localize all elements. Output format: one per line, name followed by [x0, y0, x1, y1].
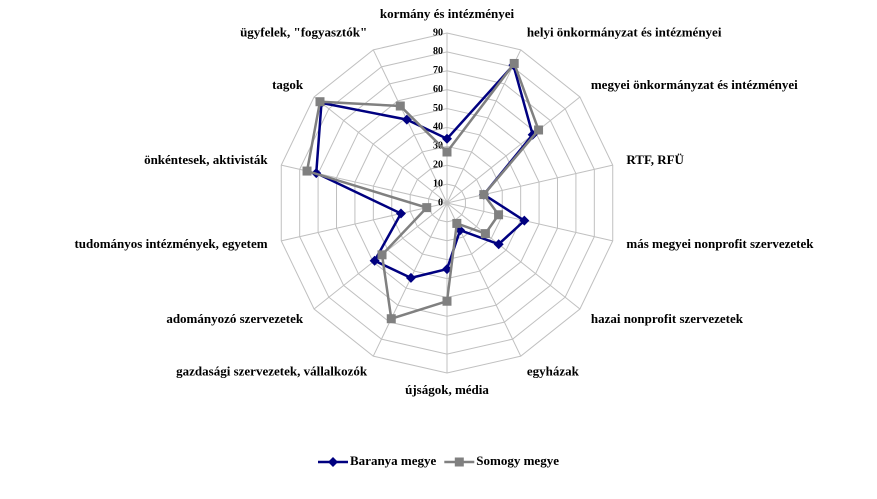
- legend-marker: [328, 457, 338, 467]
- category-label: kormány és intézményei: [380, 6, 515, 21]
- category-label: tagok: [272, 77, 304, 92]
- marker: [395, 208, 406, 219]
- spoke: [446, 164, 613, 204]
- series-line: [305, 60, 540, 321]
- tick-label: 50: [433, 103, 443, 114]
- marker: [442, 133, 452, 144]
- marker: [442, 296, 452, 306]
- legend-label: Baranya megye: [350, 453, 437, 468]
- spoke: [281, 202, 448, 242]
- category-label: gazdasági szervezetek, vállalkozók: [176, 363, 368, 378]
- tick-label: 30: [433, 141, 443, 152]
- marker: [479, 190, 489, 200]
- marker: [480, 229, 490, 239]
- marker: [494, 210, 504, 220]
- tick-label: 10: [433, 178, 443, 189]
- tick-label: 40: [433, 122, 443, 133]
- marker: [452, 218, 462, 228]
- marker: [534, 125, 544, 135]
- category-label: hazai nonprofit szervezetek: [591, 311, 744, 326]
- marker: [442, 147, 452, 157]
- spoke: [446, 96, 581, 204]
- category-label: ügyfelek, "fogyasztók": [240, 25, 367, 40]
- category-label: önkéntesek, aktivisták: [144, 152, 268, 167]
- spoke: [372, 49, 448, 204]
- marker: [405, 272, 416, 283]
- marker: [401, 114, 412, 125]
- tick-label: 20: [433, 160, 443, 171]
- category-label: tudományos intézmények, egyetem: [74, 236, 267, 251]
- spoke: [446, 49, 522, 204]
- marker: [395, 101, 405, 111]
- tick-label: 80: [433, 46, 443, 57]
- tick-label: 70: [433, 65, 443, 76]
- legend-marker: [454, 457, 464, 467]
- marker: [493, 239, 504, 250]
- tick-label: 90: [433, 27, 443, 38]
- category-label: helyi önkormányzat és intézményei: [527, 25, 722, 40]
- category-label: adományozó szervezetek: [166, 311, 304, 326]
- legend-label: Somogy megye: [476, 453, 559, 468]
- marker: [386, 314, 396, 324]
- marker: [519, 215, 530, 226]
- category-label: megyei önkormányzat és intézményei: [591, 77, 798, 92]
- marker: [315, 97, 325, 107]
- spoke: [446, 202, 613, 242]
- category-label: újságok, média: [405, 382, 489, 397]
- spoke: [313, 96, 448, 204]
- marker: [422, 203, 432, 213]
- tick-label: 0: [438, 197, 443, 208]
- spoke: [446, 202, 581, 310]
- category-label: más megyei nonprofit szervezetek: [626, 236, 814, 251]
- marker: [369, 255, 380, 266]
- tick-label: 60: [433, 84, 443, 95]
- marker: [302, 166, 312, 176]
- category-label: RTF, RFÜ: [626, 152, 684, 167]
- marker: [377, 250, 387, 260]
- category-label: egyházak: [527, 363, 580, 378]
- marker: [509, 58, 519, 68]
